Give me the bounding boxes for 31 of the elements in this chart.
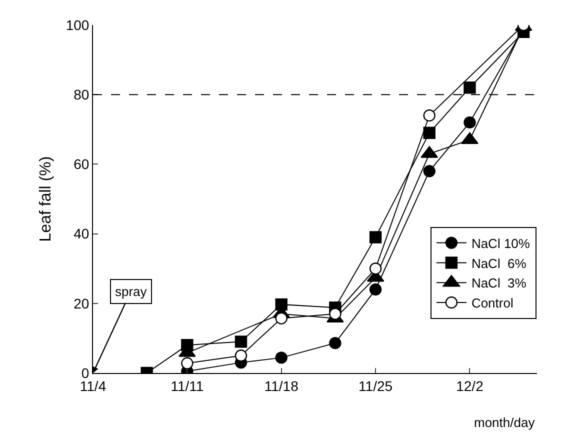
legend-label: NaCl 6% — [471, 256, 527, 271]
point — [464, 82, 476, 94]
legend-label: Control — [471, 296, 514, 311]
y-tick-label: 60 — [74, 156, 90, 172]
point — [234, 336, 248, 348]
legend-label: NaCl 10% — [471, 236, 530, 251]
point — [181, 357, 194, 370]
x-tick-label: 11/25 — [358, 378, 393, 394]
point — [423, 126, 436, 139]
annotation: spray — [115, 284, 148, 299]
point — [369, 283, 382, 296]
point — [464, 116, 476, 129]
point — [329, 308, 342, 320]
point — [423, 165, 436, 178]
y-tick-label: 20 — [74, 295, 90, 312]
y-tick-label: 80 — [74, 86, 90, 102]
y-tick-label: 40 — [74, 226, 90, 242]
x-tick-label: 11/11 — [170, 378, 204, 394]
point — [423, 109, 436, 122]
point — [234, 350, 248, 362]
y-axis-title: Leaf fall (%) — [38, 156, 55, 242]
x-axis-title: month/day — [474, 415, 536, 430]
point — [369, 231, 382, 244]
point — [329, 336, 342, 350]
x-tick-label: 12/2 — [456, 378, 484, 394]
y-tick-label: 100 — [66, 16, 90, 33]
point — [275, 312, 288, 324]
legend-label: NaCl 3% — [471, 276, 527, 291]
point — [275, 352, 288, 364]
point — [369, 262, 382, 275]
x-tick-label: 11/18 — [264, 378, 299, 394]
